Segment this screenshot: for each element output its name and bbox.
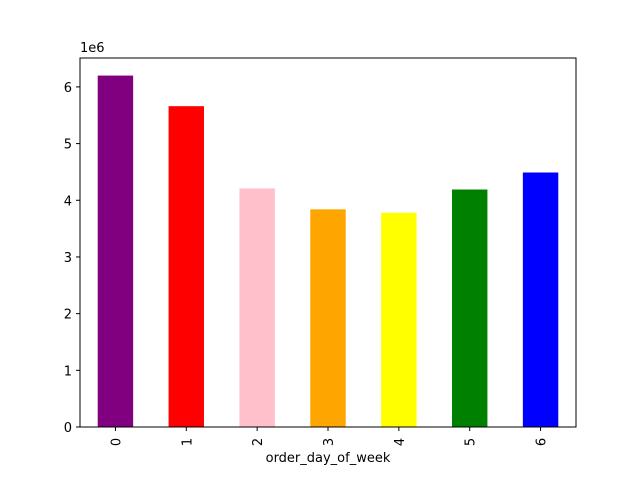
y-tick-label: 5: [64, 138, 72, 153]
y-ticks: 0 1 2 3 4 5 6: [64, 81, 80, 436]
x-tick-label: 5: [464, 438, 479, 446]
x-tick-label: 3: [322, 438, 337, 446]
bar-0: [97, 75, 134, 428]
y-multiplier-label: 1e6: [80, 41, 105, 56]
x-tick-label: 4: [393, 438, 408, 446]
bars-group: [97, 75, 559, 428]
bar-1: [168, 106, 204, 428]
x-tick-label: 2: [251, 438, 266, 446]
y-tick-label: 3: [64, 251, 72, 266]
bar-4: [381, 212, 417, 427]
bar-6: [522, 172, 559, 427]
y-tick-label: 0: [64, 421, 72, 436]
x-ticks: 0 1 2 3 4 5 6: [109, 427, 550, 446]
y-tick-label: 4: [64, 194, 72, 209]
x-tick-label: 0: [109, 438, 124, 446]
y-tick-label: 1: [64, 364, 72, 379]
x-tick-label: 1: [180, 438, 195, 446]
y-tick-label: 2: [64, 308, 72, 323]
x-axis-label: order_day_of_week: [266, 451, 391, 466]
y-tick-label: 6: [64, 81, 72, 96]
bar-2: [239, 188, 275, 427]
bar-3: [310, 209, 346, 427]
bar-5: [452, 189, 488, 427]
x-tick-label: 6: [535, 438, 550, 446]
